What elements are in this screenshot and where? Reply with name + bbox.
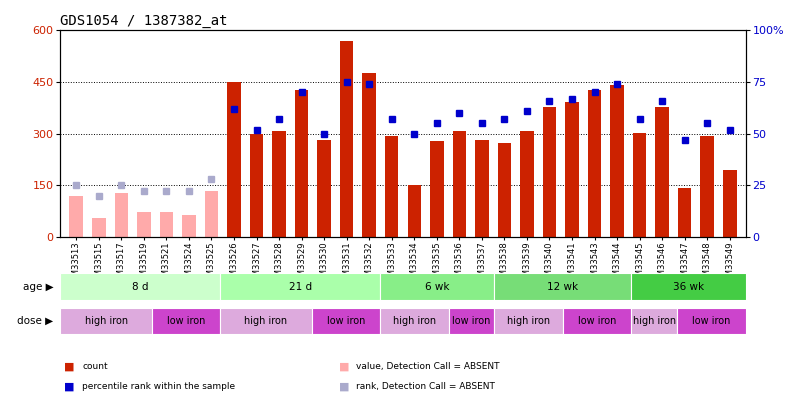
Text: GDS1054 / 1387382_at: GDS1054 / 1387382_at bbox=[60, 14, 228, 28]
Text: low iron: low iron bbox=[452, 316, 491, 326]
Bar bbox=[69, 196, 83, 237]
Bar bbox=[92, 218, 106, 237]
Bar bbox=[220, 273, 380, 300]
Text: low iron: low iron bbox=[578, 316, 617, 326]
Bar bbox=[563, 308, 631, 334]
Bar bbox=[227, 82, 241, 237]
Bar bbox=[220, 308, 312, 334]
Bar bbox=[380, 273, 494, 300]
Bar bbox=[182, 215, 196, 237]
Bar bbox=[494, 273, 631, 300]
Bar bbox=[312, 308, 380, 334]
Bar bbox=[60, 308, 152, 334]
Bar bbox=[542, 107, 556, 237]
Bar bbox=[137, 212, 151, 237]
Text: rank, Detection Call = ABSENT: rank, Detection Call = ABSENT bbox=[356, 382, 495, 391]
Bar bbox=[678, 188, 692, 237]
Bar bbox=[114, 193, 128, 237]
Bar bbox=[475, 139, 488, 237]
Text: 36 wk: 36 wk bbox=[673, 281, 704, 292]
Text: ■: ■ bbox=[339, 362, 349, 371]
Text: 12 wk: 12 wk bbox=[547, 281, 579, 292]
Bar bbox=[655, 107, 669, 237]
Bar bbox=[160, 212, 173, 237]
Bar bbox=[205, 192, 218, 237]
Bar bbox=[380, 308, 449, 334]
Bar bbox=[520, 131, 534, 237]
Bar bbox=[565, 102, 579, 237]
Bar bbox=[152, 308, 220, 334]
Bar bbox=[700, 136, 714, 237]
Text: high iron: high iron bbox=[507, 316, 550, 326]
Bar bbox=[494, 308, 563, 334]
Text: ■: ■ bbox=[64, 382, 75, 392]
Bar bbox=[610, 85, 624, 237]
Text: high iron: high iron bbox=[244, 316, 288, 326]
Text: percentile rank within the sample: percentile rank within the sample bbox=[82, 382, 235, 391]
Text: count: count bbox=[82, 362, 108, 371]
Text: value, Detection Call = ABSENT: value, Detection Call = ABSENT bbox=[356, 362, 500, 371]
Text: high iron: high iron bbox=[393, 316, 436, 326]
Bar bbox=[449, 308, 494, 334]
Text: low iron: low iron bbox=[326, 316, 365, 326]
Text: 6 wk: 6 wk bbox=[425, 281, 450, 292]
Bar bbox=[497, 143, 511, 237]
Bar bbox=[408, 185, 421, 237]
Bar bbox=[430, 141, 443, 237]
Bar bbox=[588, 90, 601, 237]
Bar bbox=[633, 132, 646, 237]
Bar bbox=[631, 273, 746, 300]
Text: 8 d: 8 d bbox=[132, 281, 148, 292]
Text: high iron: high iron bbox=[85, 316, 127, 326]
Bar bbox=[340, 41, 353, 237]
Bar bbox=[453, 131, 466, 237]
Text: high iron: high iron bbox=[633, 316, 675, 326]
Bar bbox=[677, 308, 746, 334]
Text: 21 d: 21 d bbox=[289, 281, 312, 292]
Bar bbox=[385, 136, 398, 237]
Text: ■: ■ bbox=[64, 362, 75, 371]
Bar bbox=[363, 73, 376, 237]
Text: age ▶: age ▶ bbox=[23, 281, 53, 292]
Bar bbox=[60, 273, 220, 300]
Bar bbox=[295, 90, 309, 237]
Text: low iron: low iron bbox=[692, 316, 730, 326]
Text: low iron: low iron bbox=[167, 316, 206, 326]
Bar bbox=[250, 134, 264, 237]
Bar bbox=[272, 131, 286, 237]
Bar bbox=[631, 308, 677, 334]
Text: ■: ■ bbox=[339, 382, 349, 392]
Text: dose ▶: dose ▶ bbox=[18, 316, 53, 326]
Bar bbox=[318, 140, 331, 237]
Bar bbox=[723, 171, 737, 237]
